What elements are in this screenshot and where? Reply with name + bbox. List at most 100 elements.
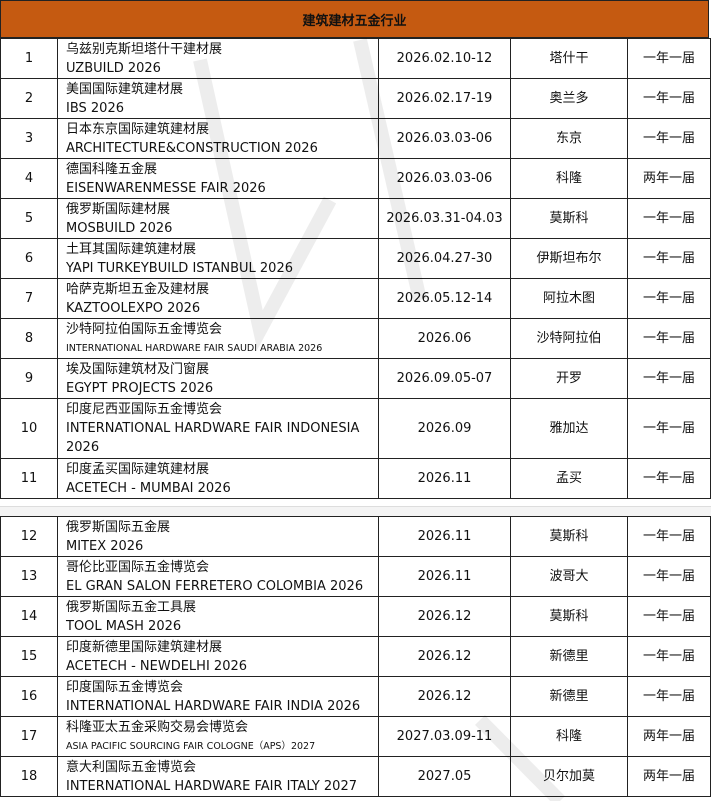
exhibition-city: 莫斯科 xyxy=(510,596,628,637)
exhibition-date: 2026.09 xyxy=(378,398,511,459)
name-cn: 土耳其国际建筑建材展 xyxy=(66,241,197,257)
name-en: INTERNATIONAL HARDWARE FAIR INDIA 2026 xyxy=(66,698,361,714)
exhibition-frequency: 一年一届 xyxy=(627,516,711,557)
name-cn: 乌兹别克斯坦塔什干建材展 xyxy=(66,41,223,57)
exhibition-name: 俄罗斯国际建材展 MOSBUILD 2026 xyxy=(57,198,379,239)
exhibition-frequency: 一年一届 xyxy=(627,238,711,279)
row-number: 12 xyxy=(0,516,58,557)
exhibition-frequency: 两年一届 xyxy=(627,158,711,199)
exhibition-name: 埃及国际建筑材及门窗展 EGYPT PROJECTS 2026 xyxy=(57,358,379,399)
table-row: 1 乌兹别克斯坦塔什干建材展 UZBUILD 2026 2026.02.10-12 塔什… xyxy=(0,38,711,79)
row-number: 2 xyxy=(0,78,58,119)
exhibition-date: 2026.12 xyxy=(378,596,511,637)
name-en: EGYPT PROJECTS 2026 xyxy=(66,380,214,396)
name-cn: 俄罗斯国际五金展 xyxy=(66,519,171,535)
row-number: 7 xyxy=(0,278,58,319)
exhibition-name: 日本东京国际建筑建材展 ARCHITECTURE&CONSTRUCTION 202… xyxy=(57,118,379,159)
table-row: 9 埃及国际建筑材及门窗展 EGYPT PROJECTS 2026 2026.09.0… xyxy=(0,358,711,399)
exhibition-city: 奥兰多 xyxy=(510,78,628,119)
exhibition-frequency: 一年一届 xyxy=(627,358,711,399)
exhibition-city: 开罗 xyxy=(510,358,628,399)
name-cn: 美国国际建筑建材展 xyxy=(66,81,184,97)
exhibition-frequency: 一年一届 xyxy=(627,198,711,239)
name-cn: 俄罗斯国际五金工具展 xyxy=(66,599,197,615)
table-row: 2 美国国际建筑建材展 IBS 2026 2026.02.17-19 奥兰多 一年一届 xyxy=(0,78,711,119)
table-row: 18 意大利国际五金博览会 INTERNATIONAL HARDWARE FAIR … xyxy=(0,756,711,797)
exhibition-name: 美国国际建筑建材展 IBS 2026 xyxy=(57,78,379,119)
exhibition-date: 2026.03.31-04.03 xyxy=(378,198,511,239)
exhibition-city: 科隆 xyxy=(510,716,628,757)
exhibition-city: 阿拉木图 xyxy=(510,278,628,319)
row-number: 8 xyxy=(0,318,58,359)
row-number: 9 xyxy=(0,358,58,399)
exhibition-name: 沙特阿拉伯国际五金博览会 INTERNATIONAL HARDWARE FAIR … xyxy=(57,318,379,359)
exhibition-date: 2026.09.05-07 xyxy=(378,358,511,399)
exhibition-date: 2027.03.09-11 xyxy=(378,716,511,757)
exhibition-frequency: 一年一届 xyxy=(627,318,711,359)
exhibition-city: 贝尔加莫 xyxy=(510,756,628,797)
row-number: 11 xyxy=(0,458,58,499)
row-number: 6 xyxy=(0,238,58,279)
row-number: 16 xyxy=(0,676,58,717)
name-cn: 哥伦比亚国际五金博览会 xyxy=(66,559,210,575)
table-row: 16 印度国际五金博览会 INTERNATIONAL HARDWARE FAIR I… xyxy=(0,676,711,717)
exhibition-name: 俄罗斯国际五金展 MITEX 2026 xyxy=(57,516,379,557)
exhibition-city: 莫斯科 xyxy=(510,198,628,239)
name-en: EL GRAN SALON FERRETERO COLOMBIA 2026 xyxy=(66,578,364,594)
exhibition-date: 2026.03.03-06 xyxy=(378,158,511,199)
row-number: 4 xyxy=(0,158,58,199)
exhibition-name: 哥伦比亚国际五金博览会 EL GRAN SALON FERRETERO COLOM… xyxy=(57,556,379,597)
table-row: 11 印度孟买国际建筑建材展 ACETECH - MUMBAI 2026 2026.1… xyxy=(0,458,711,499)
exhibition-city: 伊斯坦布尔 xyxy=(510,238,628,279)
name-en: ACETECH - MUMBAI 2026 xyxy=(66,480,231,496)
table-row: 4 德国科隆五金展 EISENWARENMESSE FAIR 2026 2026.03… xyxy=(0,158,711,199)
name-cn: 印度孟买国际建筑建材展 xyxy=(66,461,210,477)
exhibition-frequency: 一年一届 xyxy=(627,636,711,677)
exhibition-date: 2026.11 xyxy=(378,516,511,557)
table-title: 建筑建材五金行业 xyxy=(0,0,709,38)
exhibition-date: 2026.02.10-12 xyxy=(378,38,511,79)
exhibition-frequency: 一年一届 xyxy=(627,278,711,319)
exhibition-name: 哈萨克斯坦五金及建材展 KAZTOOLEXPO 2026 xyxy=(57,278,379,319)
exhibition-frequency: 一年一届 xyxy=(627,118,711,159)
exhibition-name: 科隆亚太五金采购交易会博览会 ASIA PACIFIC SOURCING FAIR… xyxy=(57,716,379,757)
name-cn: 俄罗斯国际建材展 xyxy=(66,201,171,217)
row-number: 1 xyxy=(0,38,58,79)
exhibition-date: 2026.02.17-19 xyxy=(378,78,511,119)
exhibition-city: 波哥大 xyxy=(510,556,628,597)
row-number: 5 xyxy=(0,198,58,239)
name-en: YAPI TURKEYBUILD ISTANBUL 2026 xyxy=(66,260,293,276)
name-cn: 科隆亚太五金采购交易会博览会 xyxy=(66,719,249,735)
exhibition-name: 印度新德里国际建筑建材展 ACETECH - NEWDELHI 2026 xyxy=(57,636,379,677)
exhibition-city: 雅加达 xyxy=(510,398,628,459)
exhibition-frequency: 一年一届 xyxy=(627,78,711,119)
name-en: INTERNATIONAL HARDWARE FAIR ITALY 2027 xyxy=(66,778,357,794)
exhibition-name: 俄罗斯国际五金工具展 TOOL MASH 2026 xyxy=(57,596,379,637)
name-cn: 德国科隆五金展 xyxy=(66,161,158,177)
name-cn: 沙特阿拉伯国际五金博览会 xyxy=(66,321,223,337)
row-number: 3 xyxy=(0,118,58,159)
exhibition-city: 科隆 xyxy=(510,158,628,199)
exhibition-name: 印度孟买国际建筑建材展 ACETECH - MUMBAI 2026 xyxy=(57,458,379,499)
table-row: 10 印度尼西亚国际五金博览会 INTERNATIONAL HARDWARE FAI… xyxy=(0,398,711,459)
name-en: MOSBUILD 2026 xyxy=(66,220,173,236)
name-cn: 印度尼西亚国际五金博览会 xyxy=(66,402,223,417)
table-row: 17 科隆亚太五金采购交易会博览会 ASIA PACIFIC SOURCING FA… xyxy=(0,716,711,757)
exhibition-date: 2026.03.03-06 xyxy=(378,118,511,159)
exhibition-date: 2026.11 xyxy=(378,556,511,597)
exhibition-frequency: 两年一届 xyxy=(627,716,711,757)
exhibition-name: 德国科隆五金展 EISENWARENMESSE FAIR 2026 xyxy=(57,158,379,199)
exhibition-table-part2: 12 俄罗斯国际五金展 MITEX 2026 2026.11 莫斯科 一年一届 13 哥伦比亚… xyxy=(0,516,711,797)
name-cn: 日本东京国际建筑建材展 xyxy=(66,121,210,137)
name-en: ARCHITECTURE&CONSTRUCTION 2026 xyxy=(66,140,318,156)
row-number: 17 xyxy=(0,716,58,757)
name-cn: 印度国际五金博览会 xyxy=(66,679,184,695)
table-row: 13 哥伦比亚国际五金博览会 EL GRAN SALON FERRETERO COL… xyxy=(0,556,711,597)
exhibition-city: 新德里 xyxy=(510,636,628,677)
table-row: 7 哈萨克斯坦五金及建材展 KAZTOOLEXPO 2026 2026.05.12-1… xyxy=(0,278,711,319)
exhibition-city: 沙特阿拉伯 xyxy=(510,318,628,359)
exhibition-city: 新德里 xyxy=(510,676,628,717)
exhibition-date: 2026.04.27-30 xyxy=(378,238,511,279)
exhibition-name: 土耳其国际建筑建材展 YAPI TURKEYBUILD ISTANBUL 2026 xyxy=(57,238,379,279)
name-en: ASIA PACIFIC SOURCING FAIR COLOGNE（APS）2… xyxy=(66,740,316,752)
